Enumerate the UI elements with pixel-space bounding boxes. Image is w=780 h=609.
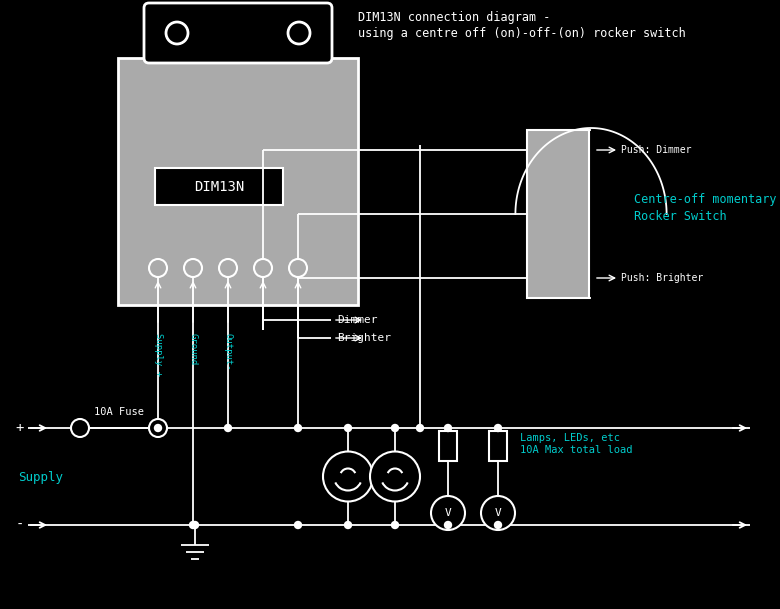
Text: Dimmer: Dimmer <box>337 315 378 325</box>
Circle shape <box>445 424 452 432</box>
Circle shape <box>323 451 373 501</box>
Circle shape <box>370 451 420 501</box>
Circle shape <box>149 419 167 437</box>
Circle shape <box>225 424 232 432</box>
Circle shape <box>392 521 399 529</box>
Text: DIM13N: DIM13N <box>194 180 244 194</box>
Circle shape <box>192 521 198 529</box>
Circle shape <box>154 424 161 432</box>
Text: Rocker Switch: Rocker Switch <box>634 209 727 222</box>
Bar <box>527 130 589 298</box>
Circle shape <box>345 424 352 432</box>
Text: Centre-off momentary: Centre-off momentary <box>634 192 777 205</box>
Text: +: + <box>16 421 24 435</box>
Circle shape <box>219 259 237 277</box>
Text: Push: Brighter: Push: Brighter <box>621 273 704 283</box>
Bar <box>489 431 507 461</box>
Circle shape <box>295 521 302 529</box>
Text: Brighter: Brighter <box>337 333 391 343</box>
Circle shape <box>190 521 197 529</box>
Circle shape <box>345 521 352 529</box>
Text: Push: Dimmer: Push: Dimmer <box>621 145 692 155</box>
Circle shape <box>417 424 424 432</box>
Text: Supply +: Supply + <box>154 333 162 376</box>
Circle shape <box>295 424 302 432</box>
Bar <box>118 58 358 305</box>
Text: Output-: Output- <box>224 333 232 371</box>
Circle shape <box>481 496 515 530</box>
Text: 10A Fuse: 10A Fuse <box>94 407 144 417</box>
Circle shape <box>184 259 202 277</box>
Circle shape <box>289 259 307 277</box>
Circle shape <box>149 259 167 277</box>
Text: V: V <box>495 508 502 518</box>
Bar <box>439 431 457 461</box>
Circle shape <box>445 521 452 529</box>
Text: DIM13N connection diagram -: DIM13N connection diagram - <box>358 12 551 24</box>
Text: Supply: Supply <box>18 471 63 485</box>
FancyBboxPatch shape <box>144 3 332 63</box>
Text: Ground: Ground <box>189 333 197 365</box>
Circle shape <box>495 424 502 432</box>
Text: using a centre off (on)-off-(on) rocker switch: using a centre off (on)-off-(on) rocker … <box>358 27 686 40</box>
Text: V: V <box>445 508 452 518</box>
Text: Lamps, LEDs, etc
10A Max total load: Lamps, LEDs, etc 10A Max total load <box>520 433 633 454</box>
Circle shape <box>392 424 399 432</box>
Circle shape <box>495 521 502 529</box>
Text: -: - <box>16 518 24 532</box>
Circle shape <box>431 496 465 530</box>
Bar <box>155 168 283 205</box>
Circle shape <box>254 259 272 277</box>
Circle shape <box>71 419 89 437</box>
